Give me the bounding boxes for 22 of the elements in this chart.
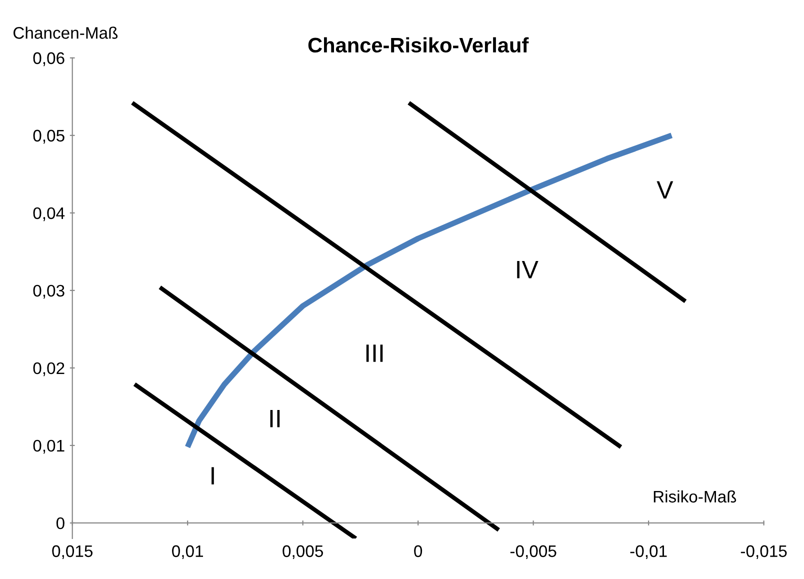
annotation: III [366,344,383,362]
x-axis-title: Risiko-Maß [654,490,736,503]
y-tick-label: 0,05 [33,130,64,144]
x-tick-label: 0 [414,545,422,558]
y-tick-label: 0,04 [33,207,65,222]
y-axis-title: Chancen-Maß [13,26,118,39]
chart-title: Chance-Risiko-Verlauf [308,37,529,53]
annotation: I [212,467,214,484]
annotation: IV [517,261,538,278]
x-tick-label: 0,015 [52,545,93,560]
y-tick-label: 0,03 [33,284,64,299]
x-tick-label: -0,005 [510,545,556,560]
x-tick-label: 0,005 [282,545,323,560]
annotation: V [656,181,674,198]
x-tick-label: 0,01 [172,545,204,560]
y-tick-label: 0,01 [33,440,64,454]
annotation: II [270,410,280,428]
y-tick-label: 0,06 [33,52,64,66]
y-tick-label: 0 [56,517,64,530]
x-tick-label: -0,015 [740,545,787,560]
x-tick-label: -0,01 [630,545,667,560]
y-tick-label: 0,02 [33,362,64,376]
